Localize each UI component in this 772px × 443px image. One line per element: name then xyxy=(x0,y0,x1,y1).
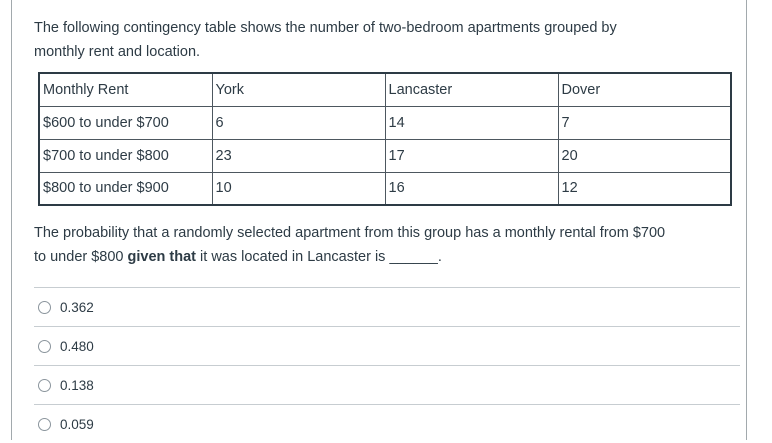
table-cell: 17 xyxy=(384,138,559,173)
column-header-monthly-rent: Monthly Rent xyxy=(38,72,213,107)
row-label: $700 to under $800 xyxy=(38,138,213,173)
table-cell: 23 xyxy=(211,138,386,173)
table-cell: 12 xyxy=(557,171,732,206)
question-line-2-start: to under $800 xyxy=(34,249,128,265)
row-label: $800 to under $900 xyxy=(38,171,213,206)
quiz-panel: The following contingency table shows th… xyxy=(11,0,747,440)
intro-line-1: The following contingency table shows th… xyxy=(34,20,617,36)
radio-button-icon[interactable] xyxy=(38,300,51,314)
question-intro: The following contingency table shows th… xyxy=(34,16,740,64)
question-content: The following contingency table shows th… xyxy=(12,0,746,443)
answer-option-3[interactable]: 0.138 xyxy=(34,365,740,404)
table-row: $600 to under $700 6 14 7 xyxy=(38,105,732,140)
answer-option-4[interactable]: 0.059 xyxy=(34,404,740,443)
intro-line-2: monthly rent and location. xyxy=(34,44,201,60)
table-cell: 6 xyxy=(211,105,386,140)
table-cell: 14 xyxy=(384,105,559,140)
table-cell: 16 xyxy=(384,171,559,206)
table-row: $800 to under $900 10 16 12 xyxy=(38,171,732,206)
question-line-1: The probability that a randomly selected… xyxy=(34,225,666,241)
row-label: $600 to under $700 xyxy=(38,105,213,140)
answer-option-2[interactable]: 0.480 xyxy=(34,326,740,365)
answer-option-label[interactable]: 0.138 xyxy=(60,377,94,393)
contingency-table: Monthly Rent York Lancaster Dover $600 t… xyxy=(38,72,732,206)
table-row: $700 to under $800 23 17 20 xyxy=(38,138,732,173)
table-header-row: Monthly Rent York Lancaster Dover xyxy=(38,72,732,107)
answer-option-label[interactable]: 0.480 xyxy=(60,338,94,354)
question-text: The probability that a randomly selected… xyxy=(34,221,740,269)
answer-options: 0.362 0.480 0.138 0.059 xyxy=(34,287,740,443)
answer-option-1[interactable]: 0.362 xyxy=(34,287,740,326)
column-header-dover: Dover xyxy=(557,72,732,107)
answer-option-label[interactable]: 0.059 xyxy=(60,416,94,432)
radio-button-icon[interactable] xyxy=(38,339,51,353)
column-header-york: York xyxy=(211,72,386,107)
radio-button-icon[interactable] xyxy=(38,417,51,431)
radio-button-icon[interactable] xyxy=(38,378,51,392)
given-that-emphasis: given that xyxy=(127,249,197,265)
question-line-2: to under $800 given that it was located … xyxy=(34,249,442,265)
column-header-lancaster: Lancaster xyxy=(384,72,559,107)
table-cell: 10 xyxy=(211,171,386,206)
question-line-2-end: it was located in Lancaster is ______. xyxy=(196,249,442,265)
answer-option-label[interactable]: 0.362 xyxy=(60,299,94,315)
table-cell: 20 xyxy=(557,138,732,173)
table-cell: 7 xyxy=(557,105,732,140)
